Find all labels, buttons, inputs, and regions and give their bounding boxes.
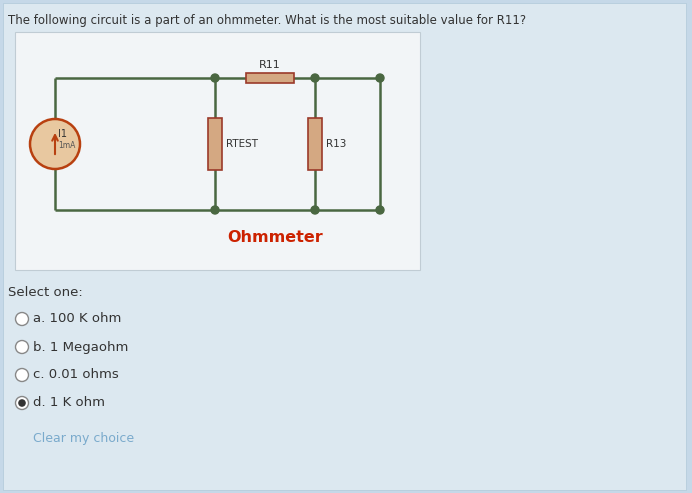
Circle shape	[15, 341, 28, 353]
Text: Ohmmeter: Ohmmeter	[227, 230, 323, 245]
Text: RTEST: RTEST	[226, 139, 258, 149]
Circle shape	[311, 74, 319, 82]
Text: b. 1 Megaohm: b. 1 Megaohm	[33, 341, 129, 353]
Bar	[15, 32, 420, 270]
Text: d. 1 K ohm: d. 1 K ohm	[33, 396, 105, 410]
Text: a. 100 K ohm: a. 100 K ohm	[33, 313, 121, 325]
FancyBboxPatch shape	[3, 3, 686, 490]
Circle shape	[15, 396, 28, 410]
Text: 1mA: 1mA	[58, 141, 75, 150]
Text: I1: I1	[58, 129, 67, 139]
Text: Clear my choice: Clear my choice	[33, 432, 134, 445]
Circle shape	[376, 74, 384, 82]
Bar	[208, 118, 222, 170]
Circle shape	[311, 206, 319, 214]
Text: c. 0.01 ohms: c. 0.01 ohms	[33, 368, 119, 382]
Text: Select one:: Select one:	[8, 286, 83, 299]
Bar	[308, 118, 322, 170]
Circle shape	[211, 74, 219, 82]
Text: R13: R13	[326, 139, 347, 149]
Text: The following circuit is a part of an ohmmeter. What is the most suitable value : The following circuit is a part of an oh…	[8, 14, 526, 27]
Circle shape	[15, 368, 28, 382]
Bar	[246, 73, 294, 83]
Circle shape	[211, 206, 219, 214]
Circle shape	[376, 206, 384, 214]
Circle shape	[15, 313, 28, 325]
Text: R11: R11	[259, 60, 281, 70]
Circle shape	[18, 399, 26, 407]
Circle shape	[30, 119, 80, 169]
